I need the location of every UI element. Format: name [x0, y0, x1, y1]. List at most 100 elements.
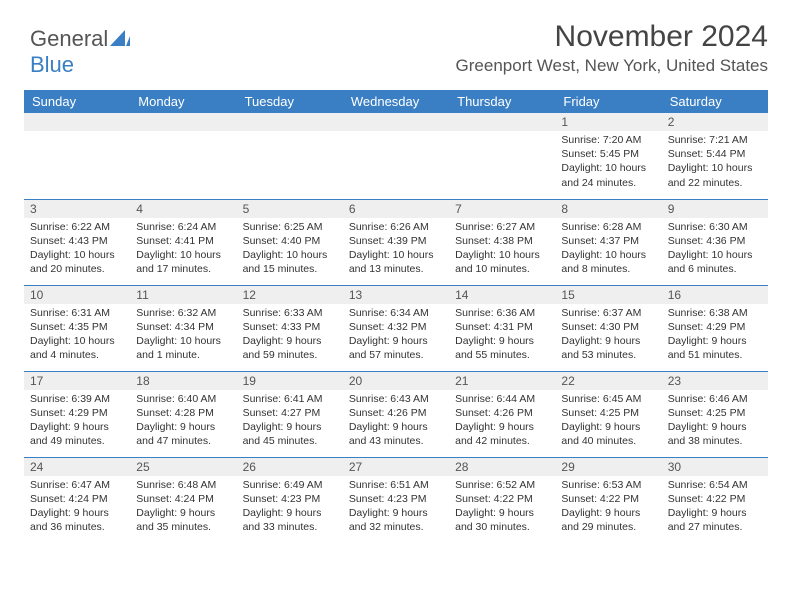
calendar-row: 17Sunrise: 6:39 AMSunset: 4:29 PMDayligh…: [24, 371, 768, 457]
day-number: 5: [237, 200, 343, 218]
day-number: 1: [555, 113, 661, 131]
logo: General Blue: [30, 26, 130, 78]
sunset-text: Sunset: 4:36 PM: [668, 234, 762, 248]
day-number: 25: [130, 458, 236, 476]
day-number: 18: [130, 372, 236, 390]
day-number: 29: [555, 458, 661, 476]
daylight-text: Daylight: 10 hours and 1 minute.: [136, 334, 230, 362]
sunrise-text: Sunrise: 7:21 AM: [668, 133, 762, 147]
logo-text: General Blue: [30, 26, 130, 78]
sunset-text: Sunset: 4:26 PM: [349, 406, 443, 420]
daylight-text: Daylight: 10 hours and 20 minutes.: [30, 248, 124, 276]
calendar-table: SundayMondayTuesdayWednesdayThursdayFrid…: [24, 90, 768, 543]
day-number: 13: [343, 286, 449, 304]
calendar-cell: 5Sunrise: 6:25 AMSunset: 4:40 PMDaylight…: [237, 199, 343, 285]
sunset-text: Sunset: 4:25 PM: [668, 406, 762, 420]
daylight-text: Daylight: 9 hours and 55 minutes.: [455, 334, 549, 362]
sunset-text: Sunset: 4:23 PM: [349, 492, 443, 506]
day-body: Sunrise: 6:27 AMSunset: 4:38 PMDaylight:…: [449, 218, 555, 281]
daylight-text: Daylight: 10 hours and 10 minutes.: [455, 248, 549, 276]
day-body: Sunrise: 6:49 AMSunset: 4:23 PMDaylight:…: [237, 476, 343, 539]
day-number: 7: [449, 200, 555, 218]
daylight-text: Daylight: 9 hours and 36 minutes.: [30, 506, 124, 534]
sunrise-text: Sunrise: 6:46 AM: [668, 392, 762, 406]
sunrise-text: Sunrise: 6:32 AM: [136, 306, 230, 320]
sunset-text: Sunset: 4:29 PM: [30, 406, 124, 420]
daylight-text: Daylight: 10 hours and 4 minutes.: [30, 334, 124, 362]
daylight-text: Daylight: 9 hours and 59 minutes.: [243, 334, 337, 362]
calendar-cell: 4Sunrise: 6:24 AMSunset: 4:41 PMDaylight…: [130, 199, 236, 285]
day-body: Sunrise: 6:46 AMSunset: 4:25 PMDaylight:…: [662, 390, 768, 453]
daylight-text: Daylight: 9 hours and 42 minutes.: [455, 420, 549, 448]
day-body: Sunrise: 6:54 AMSunset: 4:22 PMDaylight:…: [662, 476, 768, 539]
day-number: 6: [343, 200, 449, 218]
sunrise-text: Sunrise: 6:43 AM: [349, 392, 443, 406]
sunrise-text: Sunrise: 6:33 AM: [243, 306, 337, 320]
sunset-text: Sunset: 4:25 PM: [561, 406, 655, 420]
logo-sail-icon: [110, 26, 130, 52]
calendar-cell: 21Sunrise: 6:44 AMSunset: 4:26 PMDayligh…: [449, 371, 555, 457]
day-number: 11: [130, 286, 236, 304]
sunset-text: Sunset: 4:29 PM: [668, 320, 762, 334]
day-body: Sunrise: 6:22 AMSunset: 4:43 PMDaylight:…: [24, 218, 130, 281]
day-number: 16: [662, 286, 768, 304]
sunrise-text: Sunrise: 6:27 AM: [455, 220, 549, 234]
month-title: November 2024: [24, 20, 768, 54]
daylight-text: Daylight: 9 hours and 43 minutes.: [349, 420, 443, 448]
sunset-text: Sunset: 5:44 PM: [668, 147, 762, 161]
day-body: Sunrise: 6:33 AMSunset: 4:33 PMDaylight:…: [237, 304, 343, 367]
daylight-text: Daylight: 9 hours and 47 minutes.: [136, 420, 230, 448]
daylight-text: Daylight: 9 hours and 38 minutes.: [668, 420, 762, 448]
day-body: Sunrise: 6:40 AMSunset: 4:28 PMDaylight:…: [130, 390, 236, 453]
sunrise-text: Sunrise: 6:26 AM: [349, 220, 443, 234]
calendar-cell: 9Sunrise: 6:30 AMSunset: 4:36 PMDaylight…: [662, 199, 768, 285]
header: November 2024 Greenport West, New York, …: [24, 20, 768, 76]
weekday-header: Monday: [130, 90, 236, 113]
daylight-text: Daylight: 9 hours and 27 minutes.: [668, 506, 762, 534]
weekday-header: Sunday: [24, 90, 130, 113]
daylight-text: Daylight: 9 hours and 51 minutes.: [668, 334, 762, 362]
day-number: 24: [24, 458, 130, 476]
sunset-text: Sunset: 4:35 PM: [30, 320, 124, 334]
calendar-cell: 28Sunrise: 6:52 AMSunset: 4:22 PMDayligh…: [449, 457, 555, 543]
calendar-cell: 15Sunrise: 6:37 AMSunset: 4:30 PMDayligh…: [555, 285, 661, 371]
calendar-cell: 1Sunrise: 7:20 AMSunset: 5:45 PMDaylight…: [555, 113, 661, 199]
calendar-cell: 8Sunrise: 6:28 AMSunset: 4:37 PMDaylight…: [555, 199, 661, 285]
daylight-text: Daylight: 9 hours and 33 minutes.: [243, 506, 337, 534]
day-body: Sunrise: 6:52 AMSunset: 4:22 PMDaylight:…: [449, 476, 555, 539]
day-body: Sunrise: 6:34 AMSunset: 4:32 PMDaylight:…: [343, 304, 449, 367]
day-body: Sunrise: 6:31 AMSunset: 4:35 PMDaylight:…: [24, 304, 130, 367]
sunrise-text: Sunrise: 6:44 AM: [455, 392, 549, 406]
sunrise-text: Sunrise: 6:45 AM: [561, 392, 655, 406]
day-body: Sunrise: 6:39 AMSunset: 4:29 PMDaylight:…: [24, 390, 130, 453]
sunset-text: Sunset: 4:26 PM: [455, 406, 549, 420]
sunset-text: Sunset: 4:27 PM: [243, 406, 337, 420]
calendar-cell: 27Sunrise: 6:51 AMSunset: 4:23 PMDayligh…: [343, 457, 449, 543]
sunset-text: Sunset: 4:43 PM: [30, 234, 124, 248]
daylight-text: Daylight: 9 hours and 53 minutes.: [561, 334, 655, 362]
sunrise-text: Sunrise: 6:52 AM: [455, 478, 549, 492]
day-body: Sunrise: 6:38 AMSunset: 4:29 PMDaylight:…: [662, 304, 768, 367]
day-number-empty: [343, 113, 449, 131]
calendar-cell: [24, 113, 130, 199]
calendar-cell: 3Sunrise: 6:22 AMSunset: 4:43 PMDaylight…: [24, 199, 130, 285]
day-number: 20: [343, 372, 449, 390]
sunrise-text: Sunrise: 6:22 AM: [30, 220, 124, 234]
weekday-header: Friday: [555, 90, 661, 113]
daylight-text: Daylight: 9 hours and 29 minutes.: [561, 506, 655, 534]
day-number: 30: [662, 458, 768, 476]
sunset-text: Sunset: 4:24 PM: [136, 492, 230, 506]
logo-text-accent: Blue: [30, 52, 74, 77]
sunrise-text: Sunrise: 6:51 AM: [349, 478, 443, 492]
calendar-cell: 14Sunrise: 6:36 AMSunset: 4:31 PMDayligh…: [449, 285, 555, 371]
sunrise-text: Sunrise: 7:20 AM: [561, 133, 655, 147]
sunrise-text: Sunrise: 6:49 AM: [243, 478, 337, 492]
sunset-text: Sunset: 4:34 PM: [136, 320, 230, 334]
daylight-text: Daylight: 9 hours and 57 minutes.: [349, 334, 443, 362]
calendar-row: 24Sunrise: 6:47 AMSunset: 4:24 PMDayligh…: [24, 457, 768, 543]
day-body: Sunrise: 6:51 AMSunset: 4:23 PMDaylight:…: [343, 476, 449, 539]
day-body: Sunrise: 6:41 AMSunset: 4:27 PMDaylight:…: [237, 390, 343, 453]
calendar-cell: 10Sunrise: 6:31 AMSunset: 4:35 PMDayligh…: [24, 285, 130, 371]
day-number: 27: [343, 458, 449, 476]
calendar-cell: [237, 113, 343, 199]
